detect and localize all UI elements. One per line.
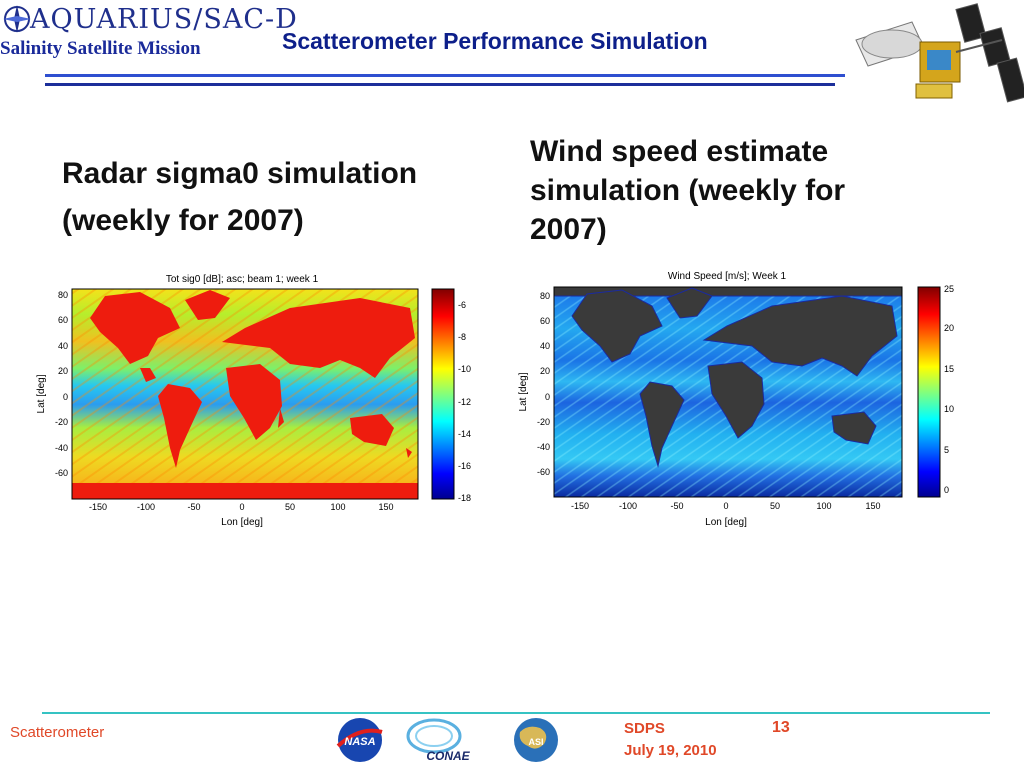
sigma0-figure: Tot sig0 [dB]; asc; beam 1; week 1 80 60… <box>36 274 471 528</box>
sigma0-xtick-100: 100 <box>330 502 345 512</box>
wind-xlabel: Lon [deg] <box>705 517 747 528</box>
left-heading-line1: Radar sigma0 simulation <box>62 157 418 190</box>
slide-title: Scatterometer Performance Simulation <box>282 28 708 54</box>
sigma0-ytick-40: 40 <box>58 341 68 351</box>
sigma0-xtick-150: 150 <box>378 502 393 512</box>
wind-ytick-20: 20 <box>540 366 550 376</box>
wind-y-ticks: 80 60 40 20 0 -20 -40 -60 <box>537 291 550 477</box>
sigma0-cbar-tick-m8: -8 <box>458 332 466 342</box>
wind-cbar-tick-5: 5 <box>944 445 949 455</box>
sigma0-colorbar: -6 -8 -10 -12 -14 -16 -18 <box>431 288 471 503</box>
sigma0-ytick-80: 80 <box>58 290 68 300</box>
wind-ylabel: Lat [deg] <box>518 372 529 411</box>
compass-icon <box>3 5 31 33</box>
left-heading: Radar sigma0 simulation (weekly for 2007… <box>62 150 492 244</box>
right-heading-line3: 2007) <box>530 213 607 246</box>
sigma0-xtick-m150: -150 <box>89 502 107 512</box>
footer-date: July 19, 2010 <box>624 742 717 759</box>
asi-logo-text: ASI <box>528 737 543 747</box>
wind-cbar-tick-25: 25 <box>944 284 954 294</box>
right-heading: Wind speed estimate simulation (weekly f… <box>530 132 930 249</box>
sigma0-ytick-m40: -40 <box>55 443 68 453</box>
nasa-logo: NASA <box>336 718 383 762</box>
wind-ytick-m60: -60 <box>537 467 550 477</box>
wind-heatmap <box>553 286 903 498</box>
header-rule-bottom <box>45 83 835 86</box>
nasa-logo-text: NASA <box>344 736 375 748</box>
wind-x-ticks: -150 -100 -50 0 50 100 150 <box>571 501 881 511</box>
wind-xtick-m50: -50 <box>670 501 683 511</box>
sigma0-cbar-tick-m10: -10 <box>458 364 471 374</box>
wind-xtick-m150: -150 <box>571 501 589 511</box>
right-heading-line1: Wind speed estimate <box>530 135 829 168</box>
wind-xtick-50: 50 <box>770 501 780 511</box>
sigma0-heatmap <box>71 288 419 500</box>
conae-logo-text: CONAE <box>426 749 470 763</box>
wind-ytick-m20: -20 <box>537 417 550 427</box>
wind-xtick-0: 0 <box>723 501 728 511</box>
sigma0-xtick-50: 50 <box>285 502 295 512</box>
sigma0-plot-title: Tot sig0 [dB]; asc; beam 1; week 1 <box>166 274 319 285</box>
right-heading-line2: simulation (weekly for <box>530 174 846 207</box>
header-rule-top <box>45 74 845 77</box>
sigma0-cbar-tick-m14: -14 <box>458 429 471 439</box>
wind-colorbar: 25 20 15 10 5 0 <box>917 284 954 498</box>
sigma0-ytick-20: 20 <box>58 366 68 376</box>
sigma0-ytick-m60: -60 <box>55 468 68 478</box>
footer-rule <box>42 712 990 714</box>
footer-sdps: SDPS <box>624 720 665 737</box>
wind-ytick-0: 0 <box>545 392 550 402</box>
sigma0-xtick-0: 0 <box>239 502 244 512</box>
wind-cbar-tick-15: 15 <box>944 364 954 374</box>
sigma0-cbar-tick-m16: -16 <box>458 461 471 471</box>
aquarius-logo: AQUARIUS/SAC-D <box>2 2 297 36</box>
wind-xtick-150: 150 <box>865 501 880 511</box>
page-number: 13 <box>772 719 790 736</box>
sigma0-ytick-m20: -20 <box>55 417 68 427</box>
sigma0-ytick-0: 0 <box>63 392 68 402</box>
sigma0-y-ticks: 80 60 40 20 0 -20 -40 -60 <box>55 290 68 478</box>
wind-cbar-tick-10: 10 <box>944 404 954 414</box>
wind-cbar-tick-20: 20 <box>944 323 954 333</box>
sigma0-xtick-m100: -100 <box>137 502 155 512</box>
sigma0-ylabel: Lat [deg] <box>36 374 47 413</box>
wind-xtick-m100: -100 <box>619 501 637 511</box>
wind-cbar-tick-0: 0 <box>944 485 949 495</box>
logo-text: AQUARIUS/SAC-D <box>30 4 298 35</box>
asi-logo: ASI <box>514 718 558 762</box>
wind-figure: Wind Speed [m/s]; Week 1 80 60 40 20 0 -… <box>518 271 954 528</box>
satellite-icon <box>855 3 1024 103</box>
sigma0-xtick-m50: -50 <box>187 502 200 512</box>
sigma0-cbar-tick-m6: -6 <box>458 300 466 310</box>
sigma0-x-ticks: -150 -100 -50 0 50 100 150 <box>89 502 394 512</box>
footer-section-label: Scatterometer <box>10 724 105 741</box>
sigma0-cbar-tick-m12: -12 <box>458 397 471 407</box>
wind-xtick-100: 100 <box>816 501 831 511</box>
mission-name: Salinity Satellite Mission <box>0 38 201 59</box>
sigma0-cbar-tick-m18: -18 <box>458 493 471 503</box>
wind-ytick-80: 80 <box>540 291 550 301</box>
wind-plot-title: Wind Speed [m/s]; Week 1 <box>668 271 787 282</box>
wind-ytick-60: 60 <box>540 316 550 326</box>
sigma0-ytick-60: 60 <box>58 315 68 325</box>
left-heading-line2: (weekly for 2007) <box>62 204 304 237</box>
wind-ytick-m40: -40 <box>537 442 550 452</box>
conae-logo: CONAE <box>406 718 471 763</box>
wind-ytick-40: 40 <box>540 341 550 351</box>
sigma0-xlabel: Lon [deg] <box>221 517 263 528</box>
